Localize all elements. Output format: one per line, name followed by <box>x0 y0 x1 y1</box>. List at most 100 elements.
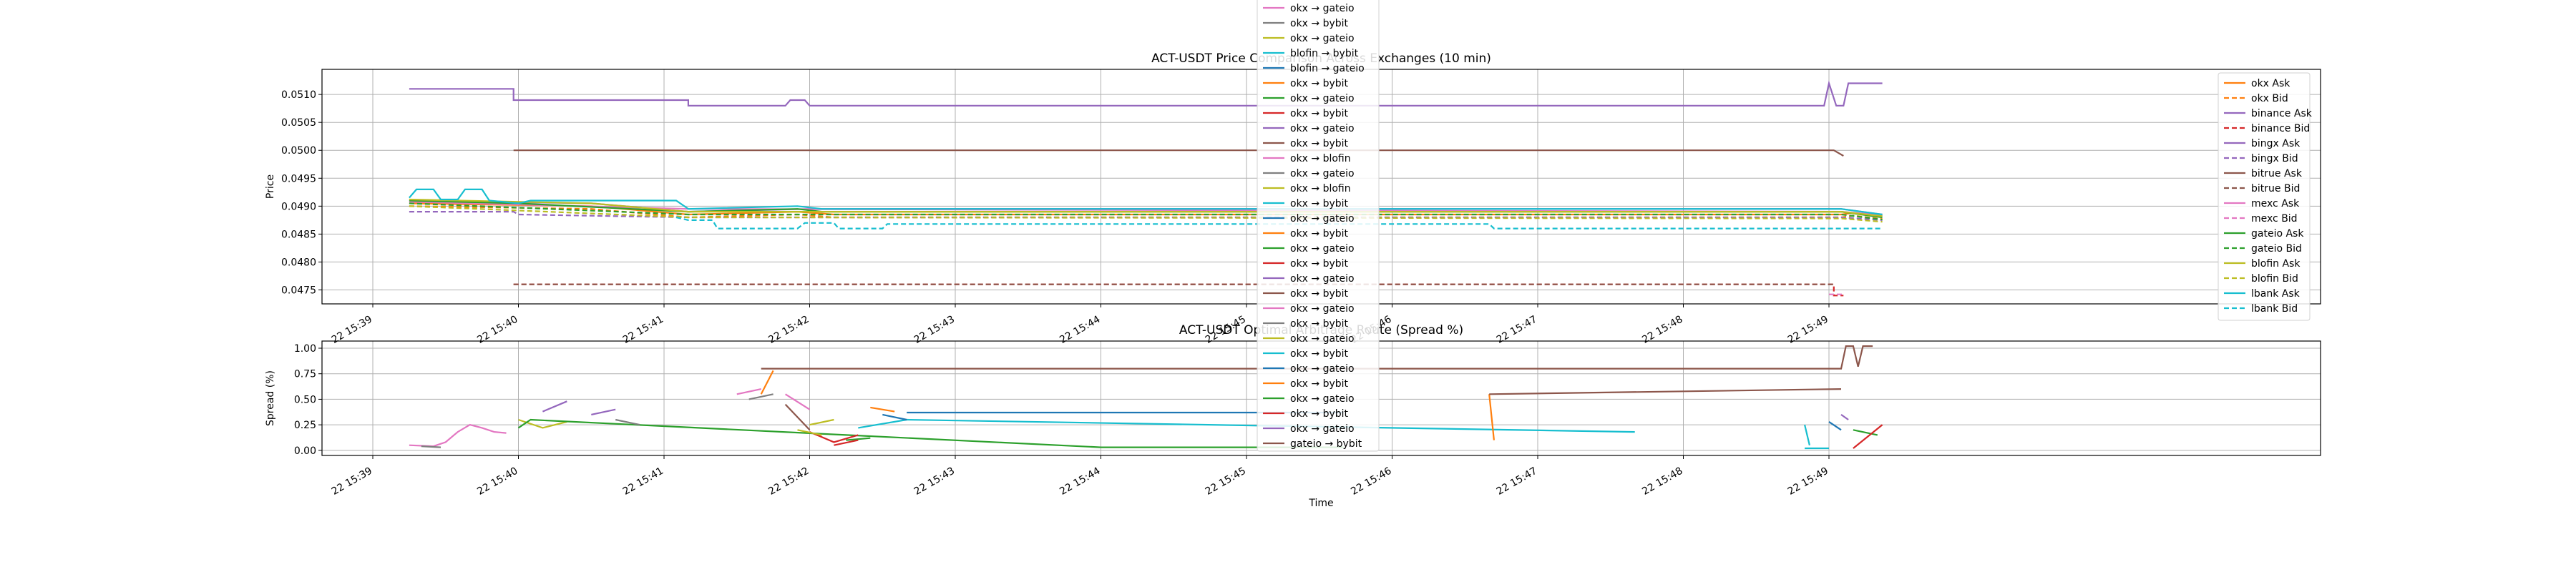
legend-label: okx → gateio <box>1290 363 1355 375</box>
legend-label: okx → bybit <box>1290 108 1349 119</box>
series-line <box>409 188 1883 216</box>
legend-label: blofin Bid <box>2251 273 2298 285</box>
series-line <box>1828 420 1842 431</box>
x-tick-label: 22 15:47 <box>1495 465 1539 498</box>
series-line <box>748 393 774 400</box>
y-tick-label: 0.0500 <box>281 145 316 157</box>
legend-label: okx Bid <box>2251 93 2288 104</box>
y-axis-label: Price <box>265 174 276 199</box>
y-tick-label: 0.00 <box>294 445 316 457</box>
legend-label: bitrue Ask <box>2251 168 2303 179</box>
legend-label: gateio Ask <box>2251 228 2304 240</box>
legend-label: okx → gateio <box>1290 168 1355 179</box>
x-tick-label: 22 15:40 <box>475 465 519 498</box>
series-line <box>809 418 834 426</box>
legend-label: gateio Bid <box>2251 243 2302 255</box>
legend-label: okx → bybit <box>1290 408 1349 420</box>
legend-label: bitrue Bid <box>2251 183 2300 194</box>
series-line <box>513 149 1844 157</box>
series-line <box>409 205 1883 223</box>
legend-label: okx → gateio <box>1290 3 1355 14</box>
x-tick-label: 22 15:42 <box>766 465 811 498</box>
legend-label: gateio → bybit <box>1290 438 1362 450</box>
series-line <box>1853 429 1878 436</box>
legend-label: okx → gateio <box>1290 243 1355 255</box>
legend-label: okx → blofin <box>1290 153 1351 164</box>
y-tick-label: 0.0490 <box>281 201 316 212</box>
x-tick-label: 22 15:44 <box>1058 465 1102 498</box>
series-line <box>736 388 761 395</box>
y-tick-label: 0.0510 <box>281 89 316 101</box>
y-tick-label: 1.00 <box>294 343 316 355</box>
x-tick-label: 22 15:49 <box>1786 465 1830 498</box>
x-tick-label: 22 15:41 <box>621 465 665 498</box>
legend-label: okx → bybit <box>1290 378 1349 390</box>
series-group <box>409 80 1883 297</box>
series-line <box>784 403 811 431</box>
series-line <box>513 283 1844 297</box>
series-line <box>785 393 811 410</box>
spread-legend: okx → gateio okx → bybit okx → gateio blofi… <box>1257 0 1380 452</box>
legend-label: okx → gateio <box>1290 213 1355 225</box>
series-line <box>761 345 1873 370</box>
legend-label: mexc Ask <box>2251 198 2300 209</box>
legend-box <box>2218 72 2311 321</box>
y-tick-label: 0.0485 <box>281 229 316 240</box>
series-line <box>797 429 822 436</box>
legend-label: okx → bybit <box>1290 78 1349 89</box>
legend-label: blofin → bybit <box>1290 48 1359 59</box>
y-tick-label: 0.0480 <box>281 257 316 268</box>
y-tick-label: 0.50 <box>294 394 316 405</box>
series-line <box>409 211 1883 221</box>
legend-label: okx → bybit <box>1290 288 1349 300</box>
legend-label: okx → bybit <box>1290 138 1349 149</box>
series-line <box>421 445 441 448</box>
legend-label: binance Bid <box>2251 123 2310 134</box>
legend-label: okx → bybit <box>1290 198 1349 209</box>
series-group <box>409 345 1883 450</box>
legend-label: lbank Ask <box>2251 288 2301 300</box>
legend-label: bingx Bid <box>2251 153 2298 164</box>
series-line <box>409 202 1883 221</box>
legend-label: okx → gateio <box>1290 33 1355 44</box>
legend-label: bingx Ask <box>2251 138 2301 149</box>
series-line <box>1489 388 1842 395</box>
legend-label: okx → gateio <box>1290 423 1355 435</box>
legend-box <box>1257 0 1380 452</box>
y-tick-label: 0.75 <box>294 369 316 380</box>
series-line <box>1840 414 1849 420</box>
series-line <box>409 198 1883 217</box>
x-tick-label: 22 15:39 <box>330 465 374 498</box>
legend-label: okx → blofin <box>1290 183 1351 194</box>
legend-label: okx → bybit <box>1290 348 1349 360</box>
legend-label: okx → bybit <box>1290 228 1349 240</box>
y-tick-label: 0.25 <box>294 420 316 431</box>
legend-label: binance Ask <box>2251 108 2313 119</box>
series-line <box>409 423 507 448</box>
series-line <box>1488 394 1495 440</box>
legend-label: okx → gateio <box>1290 273 1355 285</box>
legend-label: mexc Bid <box>2251 213 2298 225</box>
legend-label: okx Ask <box>2251 78 2290 89</box>
y-axis-label: Spread (%) <box>265 370 276 426</box>
legend-label: okx → bybit <box>1290 18 1349 29</box>
series-line <box>1804 424 1810 445</box>
series-line <box>870 406 895 413</box>
y-tick-label: 0.0495 <box>281 173 316 184</box>
series-line <box>615 418 640 426</box>
legend-label: okx → bybit <box>1290 318 1349 330</box>
legend-label: okx → gateio <box>1290 333 1355 345</box>
y-tick-label: 0.0505 <box>281 117 316 129</box>
legend-label: lbank Bid <box>2251 303 2298 315</box>
series-line <box>834 439 859 446</box>
series-line <box>1853 424 1883 449</box>
series-line <box>760 370 774 395</box>
series-line <box>846 437 871 441</box>
legend-label: okx → bybit <box>1290 258 1349 270</box>
legend-label: okx → gateio <box>1290 393 1355 405</box>
y-tick-label: 0.0475 <box>281 285 316 296</box>
x-tick-label: 22 15:45 <box>1204 465 1248 498</box>
series-line <box>675 216 1883 230</box>
x-tick-label: 22 15:48 <box>1640 465 1684 498</box>
